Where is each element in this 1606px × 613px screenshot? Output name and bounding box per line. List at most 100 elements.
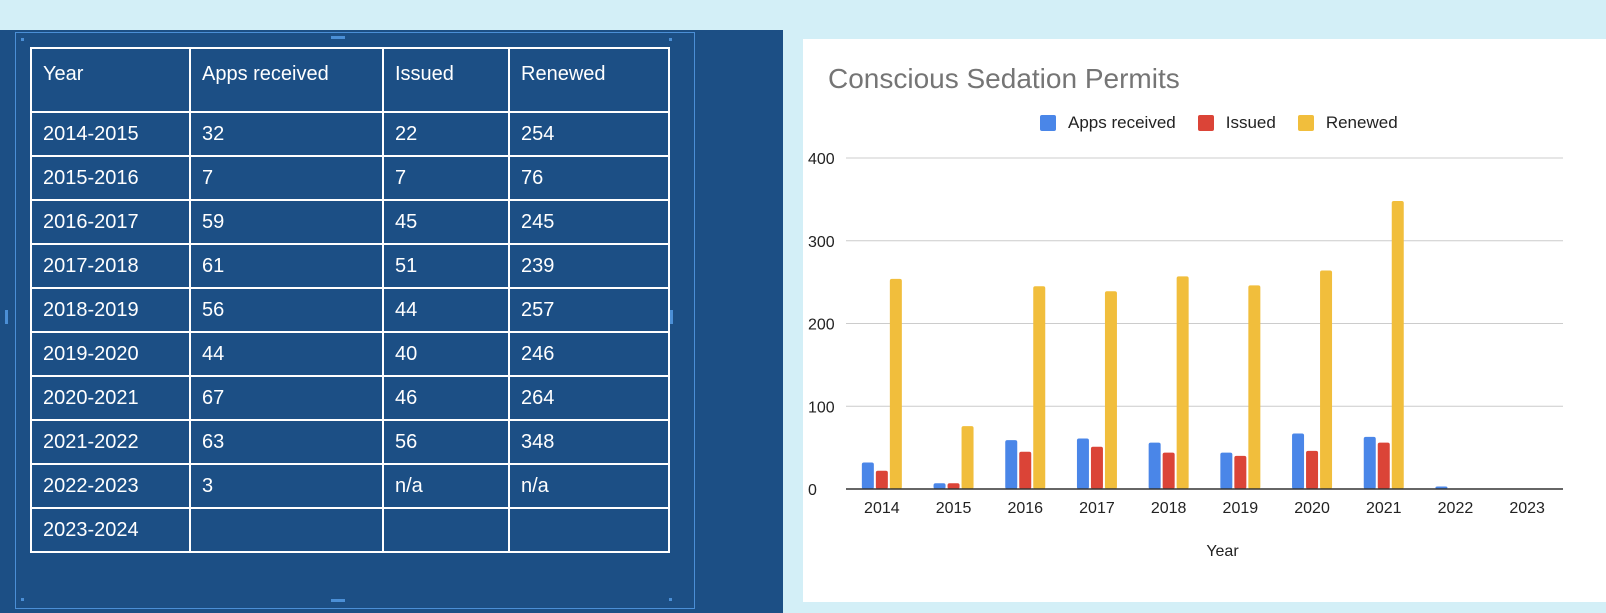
header-cell-issued[interactable]: Issued: [382, 47, 510, 113]
table-cell[interactable]: 348: [508, 419, 670, 465]
table-cell[interactable]: 2019-2020: [30, 331, 191, 377]
table-row: 2021-2022 63 56 348: [30, 419, 670, 465]
bar-apps-received: [1292, 433, 1305, 489]
table-cell[interactable]: 3: [189, 463, 384, 509]
legend-item-issued[interactable]: Issued: [1197, 113, 1276, 133]
resize-handle-left[interactable]: [5, 310, 8, 324]
chart-title: Conscious Sedation Permits: [828, 63, 1180, 94]
table-cell[interactable]: n/a: [508, 463, 670, 509]
table-cell[interactable]: 239: [508, 243, 670, 289]
table-cell[interactable]: n/a: [382, 463, 510, 509]
resize-handle-corner[interactable]: [21, 598, 24, 601]
x-tick-label: 2015: [936, 500, 972, 517]
table-cell[interactable]: 2023-2024: [30, 507, 191, 553]
table-cell[interactable]: 22: [382, 111, 510, 157]
table-cell[interactable]: 7: [189, 155, 384, 201]
header-cell-renewed[interactable]: Renewed: [508, 47, 670, 113]
table-cell[interactable]: 67: [189, 375, 384, 421]
y-tick-label: 300: [808, 234, 835, 251]
table-row: 2018-2019 56 44 257: [30, 287, 670, 333]
x-tick-label: 2014: [864, 500, 900, 517]
table-header-row: Year Apps received Issued Renewed: [30, 47, 670, 113]
bar-apps-received: [1363, 436, 1376, 489]
legend-item-apps-received[interactable]: Apps received: [1040, 113, 1176, 133]
x-tick-label: 2019: [1223, 500, 1259, 517]
bar-issued: [1162, 452, 1175, 489]
bar-issued: [875, 470, 888, 489]
table-cell[interactable]: 40: [382, 331, 510, 377]
table-cell[interactable]: 254: [508, 111, 670, 157]
table-cell[interactable]: 2021-2022: [30, 419, 191, 465]
table-cell[interactable]: 245: [508, 199, 670, 245]
table-cell[interactable]: 264: [508, 375, 670, 421]
table-selection-frame[interactable]: [15, 32, 695, 609]
chart-panel[interactable]: Conscious Sedation Permits Apps received…: [803, 39, 1606, 602]
table-cell[interactable]: 2022-2023: [30, 463, 191, 509]
table-cell[interactable]: 2015-2016: [30, 155, 191, 201]
x-tick-label: 2021: [1366, 500, 1402, 517]
table-cell[interactable]: 7: [382, 155, 510, 201]
bar-renewed: [1104, 291, 1117, 489]
y-tick-label: 100: [808, 399, 835, 416]
table-cell[interactable]: 45: [382, 199, 510, 245]
resize-handle-right[interactable]: [670, 310, 673, 324]
table-cell[interactable]: 246: [508, 331, 670, 377]
resize-handle-corner[interactable]: [669, 598, 672, 601]
table-cell[interactable]: 44: [382, 287, 510, 333]
table-row: 2016-2017 59 45 245: [30, 199, 670, 245]
header-cell-apps-received[interactable]: Apps received: [189, 47, 384, 113]
table-cell[interactable]: [382, 507, 510, 553]
permits-table: Year Apps received Issued Renewed 2014-2…: [30, 47, 670, 553]
table-cell[interactable]: 2018-2019: [30, 287, 191, 333]
table-cell[interactable]: 51: [382, 243, 510, 289]
legend-item-renewed[interactable]: Renewed: [1297, 113, 1398, 133]
resize-handle-corner[interactable]: [669, 38, 672, 41]
header-cell-year[interactable]: Year: [30, 47, 191, 113]
legend-label-issued: Issued: [1225, 113, 1276, 132]
table-panel: Year Apps received Issued Renewed 2014-2…: [0, 30, 783, 613]
table-cell[interactable]: 2016-2017: [30, 199, 191, 245]
resize-handle-top[interactable]: [331, 36, 345, 39]
table-cell[interactable]: 61: [189, 243, 384, 289]
bar-issued: [1306, 450, 1319, 489]
legend-swatch-renewed: [1297, 115, 1314, 131]
x-tick-label: 2022: [1438, 500, 1474, 517]
table-row: 2023-2024: [30, 507, 670, 553]
table-cell[interactable]: 56: [189, 287, 384, 333]
table-cell[interactable]: 44: [189, 331, 384, 377]
table-cell[interactable]: 76: [508, 155, 670, 201]
chart-legend: Apps received Issued Renewed: [1040, 113, 1420, 133]
bar-apps-received: [1076, 438, 1089, 489]
table-cell[interactable]: [508, 507, 670, 553]
bar-apps-received: [1005, 440, 1018, 489]
bar-apps-received: [933, 483, 946, 489]
y-tick-label: 400: [808, 151, 835, 168]
table-cell[interactable]: 32: [189, 111, 384, 157]
x-tick-label: 2016: [1007, 500, 1043, 517]
resize-handle-corner[interactable]: [21, 38, 24, 41]
table-row: 2017-2018 61 51 239: [30, 243, 670, 289]
bar-renewed: [1391, 201, 1404, 489]
y-tick-label: 0: [808, 482, 817, 499]
table-cell[interactable]: 46: [382, 375, 510, 421]
table-cell[interactable]: 2017-2018: [30, 243, 191, 289]
table-cell[interactable]: 63: [189, 419, 384, 465]
x-axis-title: Year: [1206, 543, 1239, 560]
x-tick-label: 2018: [1151, 500, 1187, 517]
table-cell[interactable]: [189, 507, 384, 553]
bar-renewed: [889, 278, 902, 489]
bar-apps-received: [1220, 452, 1233, 489]
y-tick-label: 200: [808, 317, 835, 334]
x-tick-label: 2017: [1079, 500, 1115, 517]
bar-renewed: [961, 426, 974, 489]
resize-handle-bottom[interactable]: [331, 599, 345, 602]
bar-renewed: [1176, 276, 1189, 489]
legend-label-apps-received: Apps received: [1068, 113, 1176, 132]
table-cell[interactable]: 257: [508, 287, 670, 333]
table-cell[interactable]: 2020-2021: [30, 375, 191, 421]
table-cell[interactable]: 56: [382, 419, 510, 465]
table-cell[interactable]: 2014-2015: [30, 111, 191, 157]
bar-renewed: [1320, 270, 1333, 489]
bar-issued: [947, 483, 960, 489]
table-cell[interactable]: 59: [189, 199, 384, 245]
